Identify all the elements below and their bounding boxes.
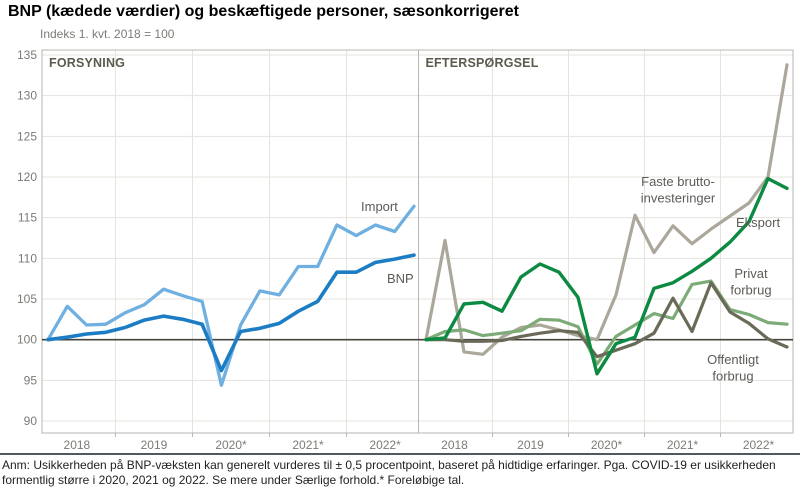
series-label-faste-bruttoinvesteringer: Faste brutto-	[641, 174, 715, 189]
series-label-offentligt-forbrug: forbrug	[712, 369, 753, 384]
x-tick-label-forsyning-2018: 2018	[64, 438, 91, 452]
series-label-privat-forbrug: forbrug	[730, 283, 771, 298]
panel-border-forsyning	[41, 49, 419, 434]
series-label-offentligt-forbrug: Offentligt	[707, 352, 759, 367]
y-tick-label-105: 105	[17, 292, 37, 306]
x-tick-label-eftersporgsel-2021: 2021*	[667, 438, 699, 452]
panel-border-eftersporgsel	[418, 49, 794, 434]
x-tick-label-eftersporgsel-2020: 2020*	[591, 438, 623, 452]
chart-canvas: 90 95 100 105 110 115 120 125 130 135 2018 2019 2020…	[17, 48, 794, 452]
series-line-faste-bruttoinvesteringer	[424, 63, 789, 356]
panel-label-eftersporgsel: EFTERSPØRGSEL	[426, 56, 539, 70]
x-tick-label-eftersporgsel-2022: 2022*	[743, 438, 775, 452]
y-tick-label-100: 100	[17, 333, 37, 347]
panel-label-forsyning: FORSYNING	[49, 56, 125, 70]
y-tick-label-95: 95	[24, 373, 38, 387]
series-label-faste-bruttoinvesteringer: investeringer	[641, 191, 716, 206]
chart-subtitle: Indeks 1. kvt. 2018 = 100	[40, 27, 175, 41]
y-tick-label-130: 130	[17, 89, 37, 103]
series-label-bnp: BNP	[387, 271, 414, 286]
y-tick-label-120: 120	[17, 170, 37, 184]
x-tick-label-forsyning-2021: 2021*	[292, 438, 324, 452]
chart-footnote: Anm: Usikkerheden på BNP-væksten kan gen…	[0, 453, 800, 489]
y-tick-label-115: 115	[18, 211, 37, 225]
series-label-privat-forbrug: Privat	[734, 266, 768, 281]
x-tick-label-eftersporgsel-2019: 2019	[517, 438, 544, 452]
page-title: BNP (kædede værdier) og beskæftigede per…	[8, 3, 519, 20]
x-tick-label-forsyning-2020: 2020*	[215, 438, 247, 452]
x-tick-label-forsyning-2022: 2022*	[369, 438, 401, 452]
x-tick-label-forsyning-2019: 2019	[141, 438, 168, 452]
y-tick-label-125: 125	[17, 129, 37, 143]
series-line-import	[46, 204, 416, 387]
y-tick-label-110: 110	[18, 251, 37, 265]
series-line-bnp	[46, 253, 416, 373]
x-tick-label-eftersporgsel-2018: 2018	[441, 438, 468, 452]
series-line-eksport	[424, 176, 789, 376]
series-line-offentligt-forbrug	[424, 281, 789, 359]
series-label-eksport: Eksport	[736, 215, 780, 230]
y-tick-label-90: 90	[24, 414, 38, 428]
y-tick-label-135: 135	[17, 48, 37, 62]
series-label-import: Import	[361, 199, 398, 214]
